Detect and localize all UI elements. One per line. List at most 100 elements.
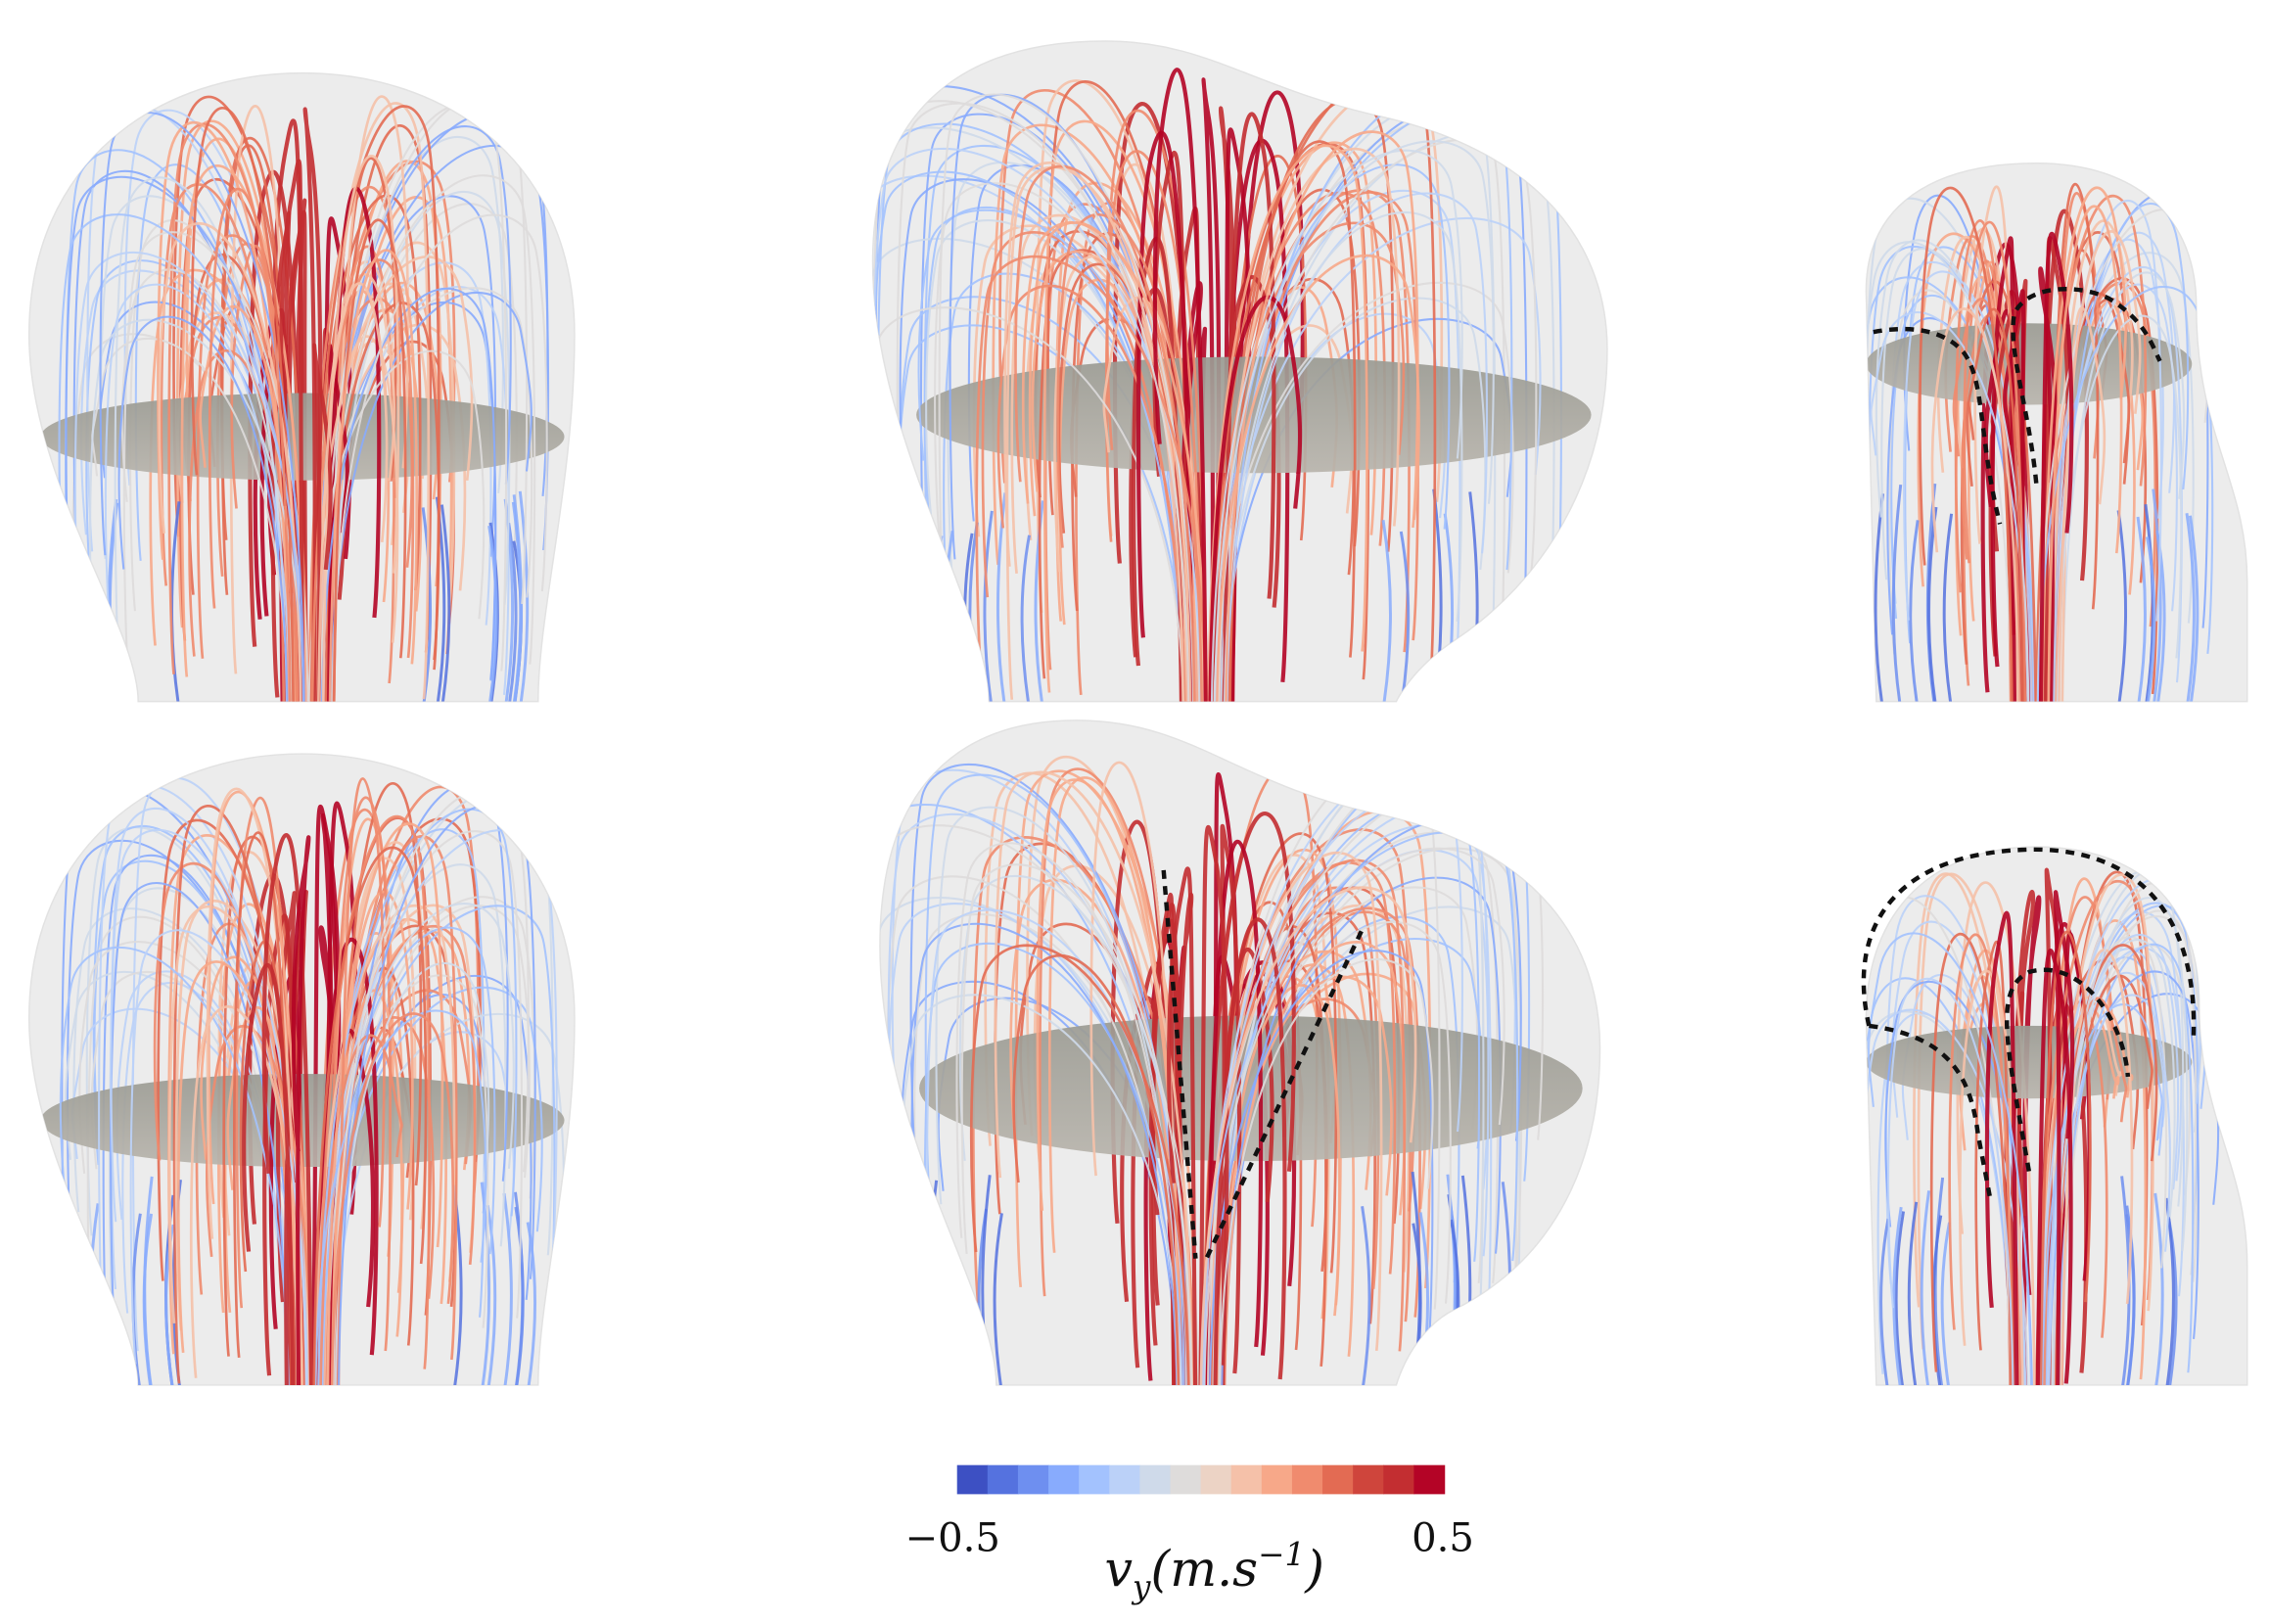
streamline [1203, 847, 1505, 1385]
streamline [321, 155, 400, 702]
label-superscript: −1 [1258, 1536, 1305, 1573]
streamline [110, 828, 308, 1385]
streamline [955, 842, 1180, 1385]
streamline [981, 231, 1183, 702]
valve-disk [1866, 1025, 2193, 1099]
flow-panel [1865, 162, 2248, 703]
streamline [1003, 162, 1185, 702]
streamline [1028, 221, 1199, 702]
streamline [190, 107, 295, 702]
streamline [487, 525, 498, 702]
color-swatch [1017, 1464, 1049, 1495]
streamline [1930, 307, 2020, 702]
streamline [1202, 812, 1296, 1385]
dashed-contour [2011, 287, 2162, 484]
label-subscript: y [1131, 1568, 1151, 1605]
flow-panel [27, 71, 576, 703]
color-swatch [1353, 1464, 1385, 1495]
color-swatch [1200, 1464, 1232, 1495]
streamline [2035, 949, 2073, 1385]
flow-panel [871, 40, 1608, 703]
color-swatch [1291, 1464, 1323, 1495]
streamline [318, 125, 512, 702]
dashed-contour [1869, 1023, 1992, 1197]
streamline [518, 490, 530, 702]
streamline [2052, 897, 2189, 1385]
streamline [2003, 289, 2027, 702]
streamline [2152, 488, 2162, 702]
streamline [2153, 1192, 2164, 1385]
streamline [1053, 255, 1188, 702]
streamline [872, 306, 1185, 702]
streamline [1217, 147, 1401, 702]
streamline [2188, 515, 2200, 702]
streamline [2185, 513, 2196, 702]
streamline [330, 190, 511, 702]
streamline [486, 1204, 497, 1385]
streamline [1207, 144, 1368, 702]
streamline [993, 1213, 1003, 1385]
streamline [890, 487, 902, 702]
streamline [261, 833, 314, 1385]
streamline [924, 773, 1185, 1385]
streamline [1892, 1206, 1903, 1385]
streamline [2053, 890, 2075, 1385]
streamline [1907, 1201, 1919, 1385]
dashed-contour [1861, 847, 2197, 1041]
streamline [2051, 219, 2134, 702]
streamline [1984, 910, 2019, 1385]
streamline [1879, 1218, 1890, 1385]
streamline [2144, 503, 2154, 702]
dashed-contour [2004, 967, 2131, 1172]
color-swatch [987, 1464, 1019, 1495]
streamline [2136, 516, 2147, 702]
label-unit: (m.s [1150, 1540, 1258, 1598]
streamline [1942, 513, 1954, 702]
color-swatch [1048, 1464, 1080, 1495]
streamline [2039, 930, 2092, 1385]
annotations [1161, 287, 2197, 1265]
streamline [329, 291, 533, 702]
streamline [321, 926, 496, 1385]
streamline [1399, 531, 1411, 702]
streamline [2061, 948, 2134, 1385]
streamline [58, 213, 305, 702]
streamline [2037, 996, 2122, 1385]
streamline [331, 213, 548, 702]
streamline [1887, 977, 2014, 1385]
streamlines-front [59, 777, 558, 1385]
streamline [1919, 186, 2014, 702]
streamline [1226, 192, 1489, 702]
streamline [1216, 975, 1393, 1385]
streamline [909, 763, 1190, 1385]
streamline [2056, 314, 2183, 702]
streamline [512, 494, 524, 702]
streamline [313, 904, 456, 1385]
streamline [1215, 254, 1420, 702]
streamline [328, 249, 419, 702]
streamlines [40, 776, 566, 1385]
streamline [1940, 1222, 1951, 1385]
streamline [1948, 933, 2014, 1385]
streamline [337, 777, 386, 1385]
streamline [311, 343, 333, 702]
streamline [2125, 1214, 2136, 1385]
streamline [89, 318, 304, 702]
streamline [248, 169, 305, 702]
colorbar-tick-label: 0.5 [1412, 1515, 1474, 1560]
streamline [334, 962, 490, 1385]
streamlines-front [1866, 867, 2202, 1385]
color-swatch [1413, 1464, 1446, 1495]
color-swatch [1261, 1464, 1293, 1495]
streamline [65, 175, 303, 702]
streamline [59, 946, 290, 1385]
streamline [1884, 981, 2033, 1385]
streamline [1214, 140, 1495, 702]
color-swatch [1383, 1464, 1415, 1495]
streamline [312, 846, 428, 1385]
streamline [1210, 149, 1463, 702]
streamline [1929, 932, 2013, 1385]
streamline [1867, 932, 2033, 1385]
color-swatch [1322, 1464, 1354, 1495]
streamlines [1866, 182, 2214, 702]
